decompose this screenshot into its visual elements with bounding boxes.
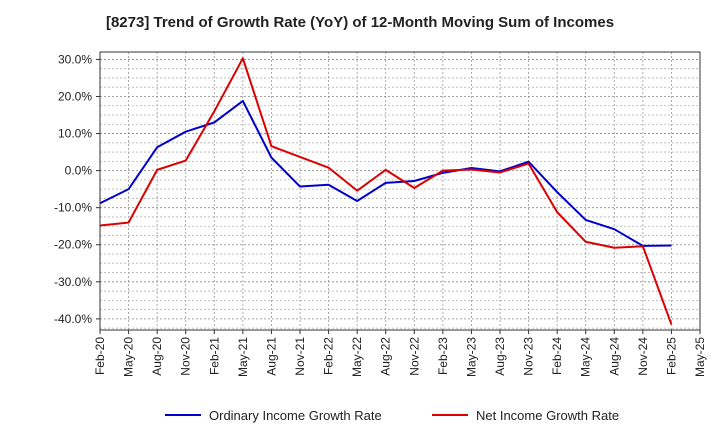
x-tick-label: Feb-22 [322,337,336,375]
y-tick-label: 10.0% [58,127,92,141]
y-tick-label: -40.0% [54,312,92,326]
chart-title: [8273] Trend of Growth Rate (YoY) of 12-… [105,14,615,31]
legend: Ordinary Income Growth Rate Net Income Gr… [165,408,619,423]
x-tick-label: Aug-23 [493,337,507,376]
series-layer [99,57,673,325]
y-tick-label: -30.0% [54,275,92,289]
x-tick-label: May-20 [122,337,136,377]
x-tick-label: Nov-23 [522,337,536,376]
series-line-net-income-growth-rate [99,57,673,325]
y-tick-label: 30.0% [58,52,92,66]
grid-layer [99,52,701,330]
x-tick-label: Feb-20 [93,337,107,375]
plot-border [99,51,701,331]
plot-background [100,52,700,330]
x-tick-label: Feb-25 [664,337,678,375]
y-axis: 30.0% 20.0% 10.0% 0.0% -10.0% -20.0% -30.0% -40… [54,52,100,326]
x-tick-label: Nov-21 [293,337,307,376]
x-tick-label: Aug-21 [264,337,278,376]
x-tick-label: May-21 [236,337,250,377]
x-tick-label: May-22 [350,337,364,377]
x-tick-label: Feb-23 [436,337,450,375]
x-tick-label: Aug-20 [150,337,164,376]
legend-label: Net Income Growth Rate [476,408,619,423]
x-tick-label: Nov-20 [179,337,193,376]
x-tick-label: Nov-24 [636,337,650,376]
series-line-ordinary-income-growth-rate [99,99,672,247]
x-tick-label: Aug-24 [607,337,621,376]
y-tick-label: 20.0% [58,89,92,103]
x-tick-label: Feb-24 [550,337,564,375]
x-tick-label: May-25 [693,337,707,377]
x-tick-label: May-24 [579,337,593,377]
x-tick-label: Feb-21 [207,337,221,375]
x-tick-label: Nov-22 [407,337,421,376]
legend-label: Ordinary Income Growth Rate [209,408,382,423]
y-tick-label: -20.0% [54,238,92,252]
x-axis: Feb-20 May-20 Aug-20 Nov-20 Feb-21 May-21 Aug-… [93,330,707,377]
y-tick-label: 0.0% [65,164,93,178]
x-tick-label: May-23 [464,337,478,377]
x-tick-label: Aug-22 [379,337,393,376]
y-tick-label: -10.0% [54,201,92,215]
